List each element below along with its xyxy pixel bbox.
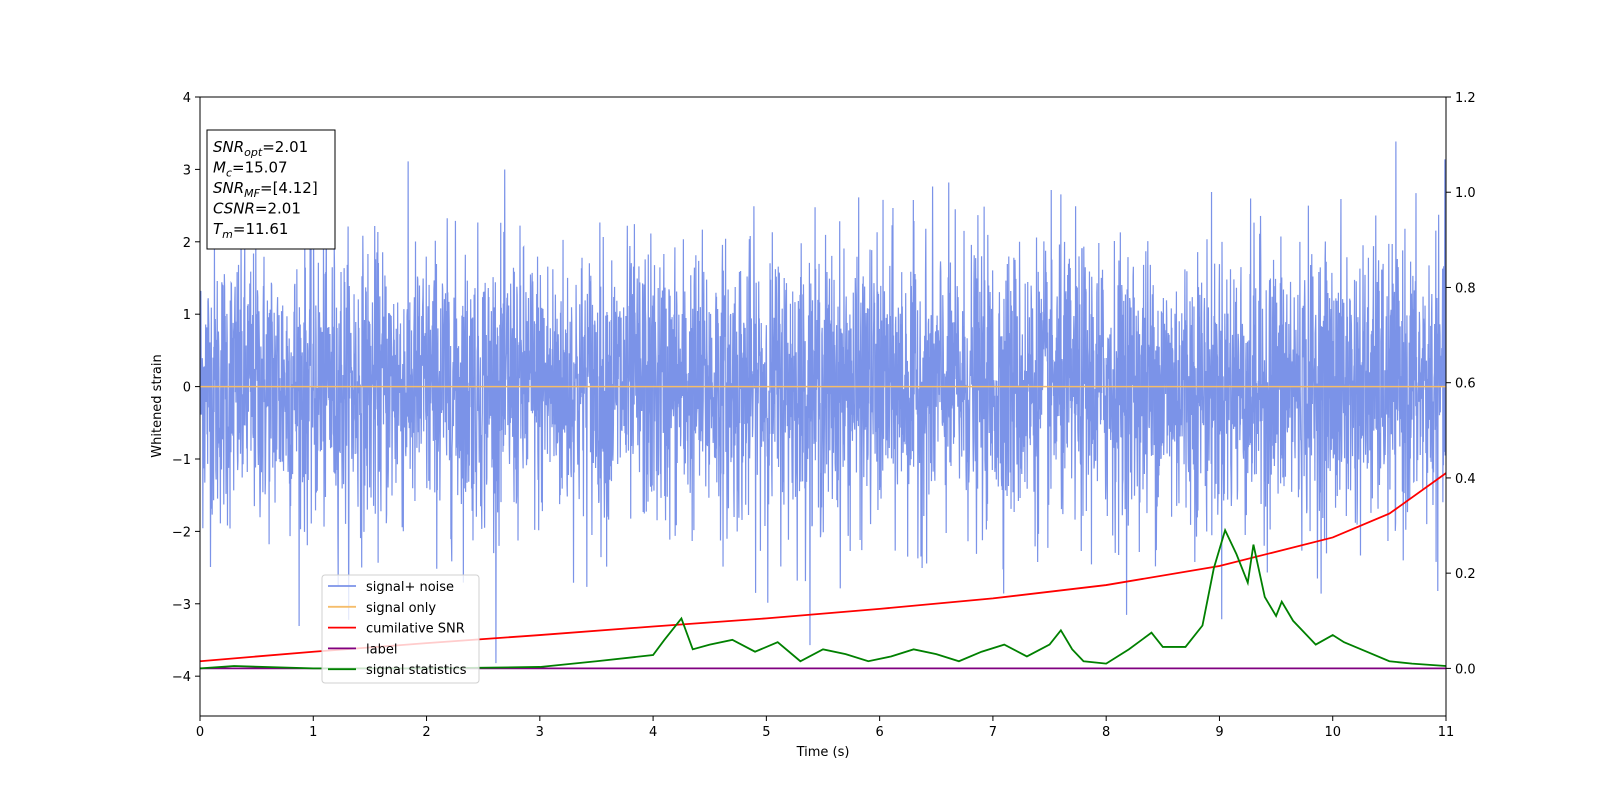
- y-right-tick-label: 0.8: [1455, 281, 1476, 296]
- y-tick-label: 4: [183, 91, 191, 106]
- info-value: =[4.12]: [260, 179, 318, 197]
- y-tick-label: 1: [183, 308, 191, 323]
- x-tick-label: 4: [649, 725, 657, 740]
- x-tick-label: 11: [1438, 725, 1455, 740]
- info-symbol: T: [213, 220, 224, 238]
- x-tick-label: 5: [762, 725, 770, 740]
- info-box-frame: [206, 129, 336, 250]
- legend-label: label: [366, 642, 397, 657]
- legend-frame: [321, 574, 480, 684]
- x-tick-label: 10: [1324, 725, 1341, 740]
- x-tick-label: 0: [196, 725, 204, 740]
- y-right-tick-label: 0.4: [1455, 472, 1476, 487]
- y-tick-label: 0: [183, 381, 191, 396]
- info-symbol: SNR: [213, 179, 244, 197]
- info-value: =11.61: [233, 220, 289, 238]
- info-symbol: SNR: [213, 138, 244, 156]
- y-tick-label: −4: [172, 670, 191, 685]
- x-tick-label: 6: [875, 725, 883, 740]
- x-tick-label: 2: [422, 725, 430, 740]
- legend-label: signal only: [366, 601, 436, 616]
- info-line: SNRopt=2.01: [213, 138, 308, 159]
- y-axis-label: Whitened strain: [150, 354, 165, 457]
- x-tick-label: 7: [989, 725, 997, 740]
- y-tick-label: −1: [172, 453, 191, 468]
- info-symbol: M: [213, 159, 226, 177]
- series-signal-statistics: [200, 527, 1446, 670]
- legend-label: signal+ noise: [366, 580, 454, 595]
- info-line: Tm=11.61: [213, 220, 288, 241]
- x-tick-label: 3: [536, 725, 544, 740]
- info-value: =2.01: [255, 200, 301, 218]
- y-axis-right: 0.0 0.2 0.4 0.6 0.8 1.0 1.2: [1446, 91, 1476, 677]
- info-box: SNRopt=2.01Mc=15.07SNRMF=[4.12]CSNR=2.01…: [206, 129, 336, 250]
- info-line: SNRMF=[4.12]: [213, 179, 318, 200]
- info-value: =2.01: [262, 138, 308, 156]
- x-tick-label: 8: [1102, 725, 1110, 740]
- y-right-tick-label: 1.0: [1455, 186, 1476, 201]
- x-axis-label: Time (s): [796, 745, 850, 760]
- x-axis: 0 1 2 3 4 5 6 7 8 9 10 11: [196, 716, 1454, 740]
- y-right-tick-label: 0.0: [1455, 662, 1476, 677]
- x-tick-label: 1: [309, 725, 317, 740]
- plot-frame: [199, 96, 1447, 717]
- info-value: =15.07: [232, 159, 288, 177]
- y-tick-label: −3: [172, 598, 191, 613]
- y-axis-left: −4 −3 −2 −1 0 1 2 3 4: [172, 91, 200, 685]
- info-subscript: opt: [244, 146, 263, 159]
- legend: signal+ noise signal only cumilative SNR la…: [321, 574, 480, 684]
- y-right-tick-label: 0.6: [1455, 377, 1476, 392]
- info-line: CSNR=2.01: [213, 200, 301, 218]
- legend-label: cumilative SNR: [366, 622, 465, 637]
- info-subscript: MF: [244, 187, 260, 200]
- info-subscript: c: [226, 167, 232, 180]
- info-subscript: m: [222, 228, 233, 241]
- legend-label: signal statistics: [366, 663, 467, 678]
- y-right-tick-label: 0.2: [1455, 567, 1476, 582]
- series-signal-noise: [200, 141, 1446, 664]
- y-tick-label: 3: [183, 163, 191, 178]
- y-right-tick-label: 1.2: [1455, 91, 1476, 106]
- info-symbol: CSNR: [213, 200, 255, 218]
- y-tick-label: −2: [172, 525, 191, 540]
- x-tick-label: 9: [1215, 725, 1223, 740]
- info-line: Mc=15.07: [213, 159, 288, 180]
- y-tick-label: 2: [183, 236, 191, 251]
